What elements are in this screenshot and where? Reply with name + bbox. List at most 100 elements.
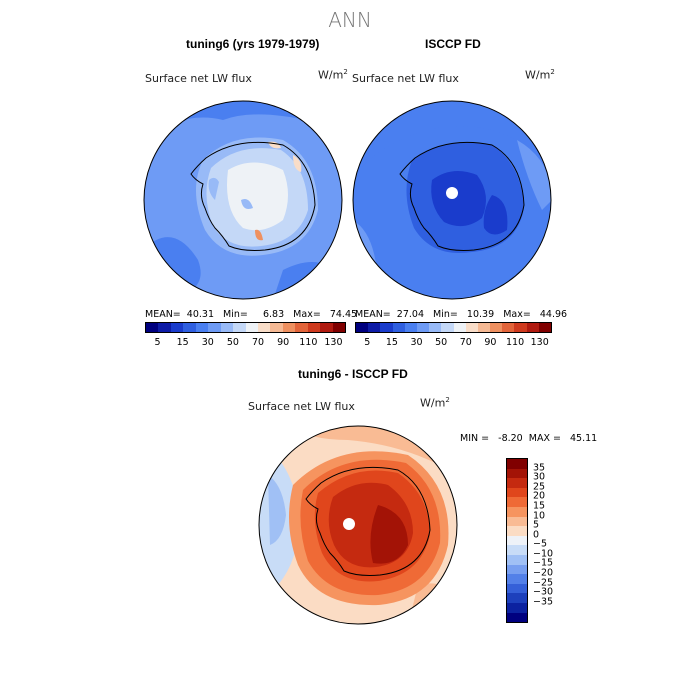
- colorbar-swatch: [507, 459, 527, 469]
- colorbar-swatch: [368, 323, 381, 332]
- diff-colorbar-ticks: 35 30 25 20 15 10 5 0 −5 −10 −15 −20 −25 −30 −35: [533, 458, 573, 623]
- colorbar-tick-label: 15: [176, 337, 189, 348]
- colorbar-tick-label: −35: [533, 596, 554, 608]
- colorbar-swatch: [507, 497, 527, 507]
- obs-colorbar-ticks: 5 15 30 50 70 90 110 130: [355, 337, 552, 349]
- colorbar-tick-label: 5: [533, 519, 540, 531]
- colorbar-swatch: [477, 323, 491, 332]
- colorbar-swatch: [295, 323, 308, 332]
- colorbar-swatch: [356, 323, 369, 332]
- model-colorbar: [145, 322, 346, 333]
- colorbar-tick-label: −10: [533, 548, 554, 560]
- colorbar-tick-label: 25: [533, 481, 546, 493]
- model-polar-map: [143, 100, 343, 300]
- colorbar-tick-label: 70: [252, 337, 265, 348]
- diff-stats: MIN = -8.20 MAX = 45.11: [460, 433, 598, 444]
- colorbar-swatch: [257, 323, 271, 332]
- colorbar-tick-label: −25: [533, 577, 554, 589]
- colorbar-swatch: [332, 323, 345, 332]
- colorbar-tick-label: 10: [533, 510, 546, 522]
- colorbar-tick-label: −30: [533, 586, 554, 598]
- diff-field-label: Surface net LW flux: [248, 400, 355, 413]
- colorbar-tick-label: 35: [533, 462, 546, 474]
- model-units: W/m2: [318, 68, 348, 82]
- colorbar-tick-label: 30: [201, 337, 214, 348]
- colorbar-swatch: [526, 323, 539, 332]
- colorbar-swatch: [208, 323, 221, 332]
- obs-stats: MEAN= 27.04 Min= 10.39 Max= 44.96: [355, 309, 568, 320]
- colorbar-tick-label: 5: [154, 337, 161, 348]
- figure-title: ANN: [328, 8, 372, 32]
- colorbar-swatch: [380, 323, 393, 332]
- colorbar-swatch: [507, 506, 527, 517]
- colorbar-tick-label: 90: [484, 337, 497, 348]
- colorbar-swatch: [507, 574, 527, 584]
- colorbar-swatch: [453, 323, 466, 332]
- colorbar-swatch: [170, 323, 184, 332]
- colorbar-swatch: [416, 323, 430, 332]
- colorbar-tick-label: 110: [505, 337, 525, 348]
- colorbar-swatch: [404, 323, 417, 332]
- colorbar-swatch: [220, 323, 234, 332]
- model-field-label: Surface net LW flux: [145, 72, 252, 85]
- colorbar-tick-label: 130: [530, 337, 549, 348]
- colorbar-tick-label: 50: [435, 337, 448, 348]
- colorbar-tick-label: 30: [410, 337, 423, 348]
- colorbar-swatch: [507, 583, 527, 594]
- colorbar-swatch: [282, 323, 296, 332]
- colorbar-swatch: [507, 478, 527, 488]
- colorbar-swatch: [507, 468, 527, 479]
- obs-field-label: Surface net LW flux: [352, 72, 459, 85]
- colorbar-swatch: [507, 487, 527, 498]
- colorbar-tick-label: 15: [533, 500, 546, 512]
- model-panel-title: tuning6 (yrs 1979-1979): [186, 37, 320, 51]
- diff-polar-map: [258, 425, 458, 625]
- colorbar-swatch: [307, 323, 321, 332]
- colorbar-tick-label: 50: [226, 337, 239, 348]
- colorbar-swatch: [195, 323, 209, 332]
- colorbar-swatch: [514, 323, 527, 332]
- colorbar-tick-label: 70: [459, 337, 472, 348]
- colorbar-swatch: [507, 602, 527, 613]
- colorbar-swatch: [158, 323, 171, 332]
- colorbar-swatch: [245, 323, 258, 332]
- colorbar-tick-label: 0: [533, 529, 540, 541]
- colorbar-swatch: [507, 612, 527, 623]
- colorbar-tick-label: 30: [533, 471, 546, 483]
- colorbar-swatch: [465, 323, 478, 332]
- colorbar-swatch: [270, 323, 283, 332]
- colorbar-swatch: [507, 535, 527, 546]
- colorbar-swatch: [429, 323, 442, 332]
- colorbar-tick-label: −5: [533, 538, 548, 550]
- colorbar-tick-label: 110: [299, 337, 318, 348]
- colorbar-swatch: [490, 323, 503, 332]
- colorbar-swatch: [233, 323, 246, 332]
- colorbar-swatch: [507, 526, 527, 536]
- colorbar-swatch: [146, 323, 159, 332]
- colorbar-tick-label: 20: [533, 490, 546, 502]
- diff-panel-title: tuning6 - ISCCP FD: [298, 367, 408, 381]
- colorbar-tick-label: 5: [364, 337, 371, 348]
- obs-polar-map: [352, 100, 552, 300]
- obs-units: W/m2: [525, 68, 555, 82]
- colorbar-swatch: [507, 564, 527, 575]
- colorbar-swatch: [392, 323, 405, 332]
- colorbar-swatch: [538, 323, 551, 332]
- colorbar-swatch: [507, 545, 527, 555]
- obs-panel-title: ISCCP FD: [425, 37, 481, 51]
- colorbar-swatch: [320, 323, 333, 332]
- colorbar-swatch: [183, 323, 196, 332]
- colorbar-tick-label: −20: [533, 567, 554, 579]
- colorbar-tick-label: −15: [533, 557, 554, 569]
- colorbar-swatch: [502, 323, 515, 332]
- colorbar-swatch: [441, 323, 454, 332]
- colorbar-swatch: [507, 516, 527, 527]
- model-stats: MEAN= 40.31 Min= 6.83 Max= 74.45: [145, 309, 358, 320]
- colorbar-tick-label: 15: [385, 337, 398, 348]
- diff-colorbar: [506, 458, 528, 623]
- obs-colorbar: [355, 322, 552, 333]
- colorbar-swatch: [507, 554, 527, 565]
- colorbar-tick-label: 130: [324, 337, 343, 348]
- model-colorbar-ticks: 5 15 30 50 70 90 110 130: [145, 337, 346, 349]
- diff-units: W/m2: [420, 396, 450, 410]
